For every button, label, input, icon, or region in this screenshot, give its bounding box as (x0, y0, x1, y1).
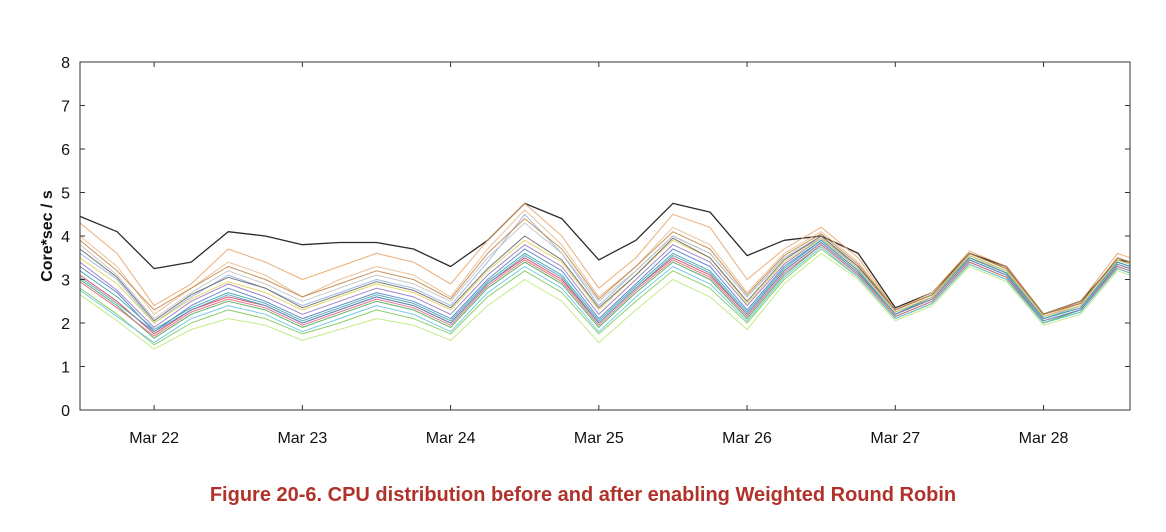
y-tick-label: 4 (61, 229, 70, 246)
y-tick-label: 0 (61, 403, 70, 420)
cpu-distribution-chart: 0 1 2 3 4 5 6 7 8 Mar 22 Mar 23 Mar 24 Mar 25 Mar 26 M… (39, 55, 1131, 447)
series-line-18 (79, 246, 1131, 344)
y-tick-label: 5 (61, 186, 70, 203)
y-axis-label: Core*sec / s (39, 190, 56, 282)
series-layer (79, 202, 1131, 350)
plot-frame (79, 61, 1131, 411)
x-tick-label: Mar 23 (277, 430, 327, 447)
series-line-10 (79, 239, 1131, 330)
figure-caption: Figure 20-6. CPU distribution before and… (209, 484, 957, 506)
series-line-9 (79, 252, 1131, 350)
y-tick-label: 7 (61, 99, 70, 116)
x-tick-label: Mar 25 (574, 430, 624, 447)
series-line-14 (79, 237, 1131, 324)
series-line-4 (79, 213, 1131, 324)
x-tick-label: Mar 27 (870, 430, 920, 447)
y-tick-label: 2 (61, 316, 70, 333)
x-tick-label: Mar 24 (426, 430, 476, 447)
y-tick-label: 8 (61, 55, 70, 72)
x-tick-label: Mar 26 (722, 430, 772, 447)
x-tick-label: Mar 28 (1019, 430, 1069, 447)
series-line-2 (79, 202, 1131, 315)
x-tick-label: Mar 22 (129, 430, 179, 447)
y-tick-label: 3 (61, 273, 70, 290)
y-tick-label: 6 (61, 142, 70, 159)
series-line-13 (79, 244, 1131, 337)
axis-layer: 0 1 2 3 4 5 6 7 8 Mar 22 Mar 23 Mar 24 Mar 25 Mar 26 M… (61, 55, 1130, 447)
series-line-17 (79, 218, 1131, 315)
y-tick-label: 1 (61, 360, 70, 377)
series-line-16 (79, 242, 1131, 333)
